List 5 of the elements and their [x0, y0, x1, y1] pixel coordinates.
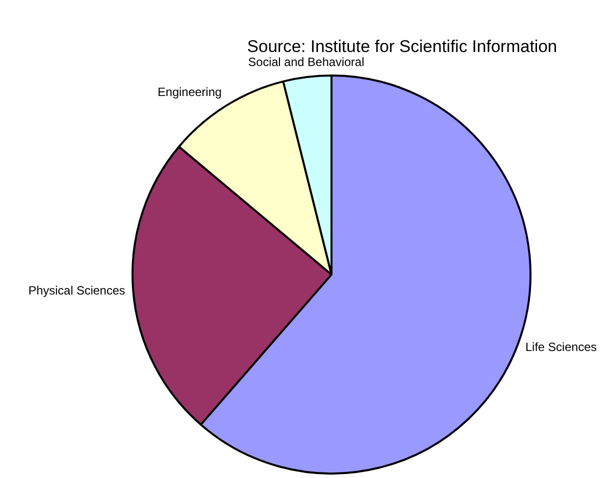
chart-title: Source: Institute for Scientific Information [247, 37, 558, 56]
slice-label: Physical Sciences [28, 284, 126, 298]
slice-label: Social and Behavioral [248, 55, 364, 70]
slice-label: Life Sciences [525, 340, 597, 354]
slice-label: Engineering [158, 85, 222, 100]
